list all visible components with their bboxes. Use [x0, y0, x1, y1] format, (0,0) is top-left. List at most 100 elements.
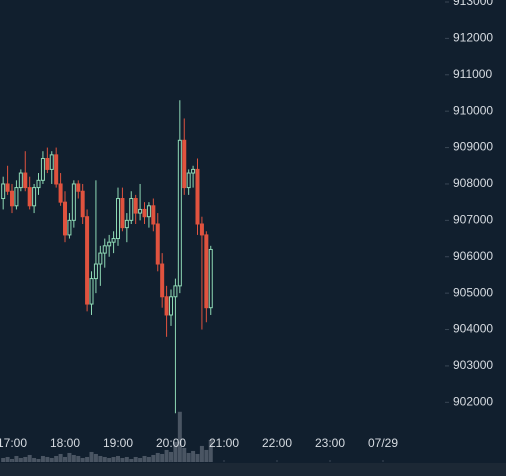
volume-bar: [85, 456, 90, 462]
candle-body: [5, 183, 10, 192]
candle-body: [177, 139, 182, 287]
candle-body: [36, 179, 41, 189]
candle-body: [142, 208, 147, 218]
candle-body: [54, 154, 59, 185]
volume-bar: [204, 449, 209, 462]
candle-body: [129, 198, 134, 221]
x-tick-label: 17:00: [0, 436, 27, 450]
candle-body: [124, 219, 129, 229]
volume-bar: [14, 455, 19, 462]
candle-body: [208, 248, 213, 309]
candle-body: [102, 245, 107, 254]
volume-bar: [191, 450, 196, 462]
y-tick-label: 913000: [453, 0, 493, 8]
candle-body: [195, 168, 200, 225]
volume-bar: [160, 453, 165, 462]
candle-body: [80, 190, 85, 218]
candle-body: [146, 205, 151, 218]
volume-bar: [129, 458, 134, 462]
candle-body: [89, 278, 94, 305]
volume-bar: [18, 457, 23, 462]
y-tick-label: 903000: [453, 358, 493, 372]
volume-bar: [1, 457, 6, 462]
volume-bar: [40, 455, 45, 462]
volume-bar: [36, 458, 41, 462]
candle-body: [45, 157, 50, 170]
volume-bar: [63, 456, 68, 462]
volume-bar: [5, 456, 10, 462]
volume-bar: [199, 445, 204, 462]
y-tick-label: 907000: [453, 213, 493, 227]
volume-bar: [195, 453, 200, 462]
candle-body: [160, 263, 165, 298]
volume-bar: [138, 457, 143, 462]
candle-body: [107, 241, 112, 247]
candle-body: [204, 234, 209, 309]
candle-body: [111, 238, 116, 243]
y-tick-label: 910000: [453, 103, 493, 117]
volume-bar: [208, 439, 213, 462]
volume-bar: [23, 456, 28, 462]
candle-body: [116, 198, 121, 240]
candle-body: [98, 252, 103, 265]
y-tick-label: 904000: [453, 322, 493, 336]
candle-body: [40, 157, 45, 181]
candle-body: [120, 198, 125, 229]
volume-bar: [80, 457, 85, 462]
price-axis-background: [446, 0, 506, 462]
volume-bar: [49, 457, 54, 462]
x-tick-label: 22:00: [262, 436, 292, 450]
candle-body: [151, 205, 156, 225]
candle-body: [49, 154, 54, 170]
volume-bar: [155, 452, 160, 462]
candle-body: [164, 296, 169, 316]
footer-strip: [0, 463, 506, 476]
y-tick-label: 909000: [453, 140, 493, 154]
x-tick-label: 20:00: [156, 436, 186, 450]
y-tick-label: 906000: [453, 249, 493, 263]
x-tick-label: 23:00: [315, 436, 345, 450]
x-tick-label: 18:00: [50, 436, 80, 450]
candle-body: [67, 219, 72, 236]
candle-body: [199, 223, 204, 236]
volume-bar: [54, 455, 59, 462]
volume-bar: [76, 455, 81, 462]
volume-bar: [133, 456, 138, 462]
volume-bar: [32, 457, 37, 462]
y-tick-label: 912000: [453, 31, 493, 45]
volume-bar: [169, 451, 174, 462]
y-tick-label: 905000: [453, 285, 493, 299]
candle-body: [14, 187, 19, 207]
x-tick-label: 21:00: [209, 436, 239, 450]
candle-body: [182, 139, 187, 189]
x-tick-label: 19:00: [103, 436, 133, 450]
volume-bar: [151, 454, 156, 462]
volume-bar: [164, 449, 169, 462]
candle-body: [155, 223, 160, 265]
y-tick-label: 911000: [453, 67, 492, 81]
candle-body: [169, 296, 174, 316]
volume-bar: [45, 456, 50, 462]
volume-bar: [173, 441, 178, 462]
candle-body: [18, 172, 23, 189]
volume-bar: [89, 451, 94, 462]
candle-body: [85, 216, 90, 305]
candle-body: [138, 208, 143, 214]
candle-body: [71, 183, 76, 221]
candle-body: [76, 183, 81, 192]
y-tick-label: 902000: [453, 394, 493, 408]
volume-bar: [111, 456, 116, 462]
x-tick-label: 07/29: [368, 436, 398, 450]
candle-body: [32, 187, 37, 207]
volume-bar: [58, 453, 63, 462]
volume-bar: [116, 455, 121, 462]
candle-body: [186, 172, 191, 189]
volume-bar: [107, 457, 112, 462]
candle-body: [93, 263, 98, 280]
candle-body: [27, 187, 32, 207]
candle-body: [1, 183, 6, 200]
volume-bar: [102, 456, 107, 462]
y-tick-label: 908000: [453, 176, 493, 190]
